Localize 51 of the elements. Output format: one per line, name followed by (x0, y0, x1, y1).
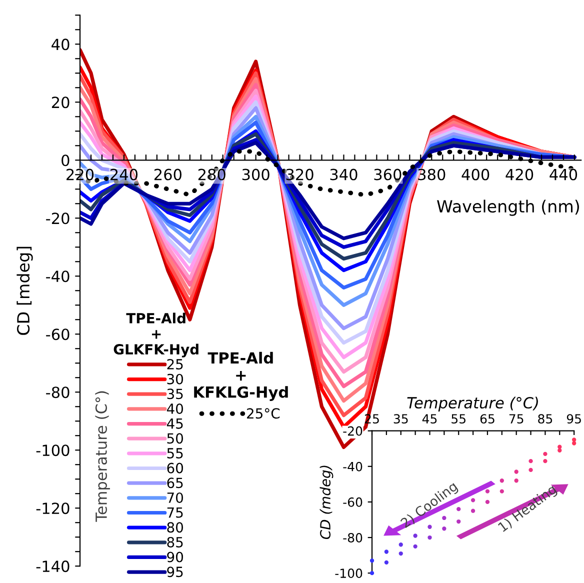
x-tick-label: 45 (422, 414, 437, 424)
y-tick-label: -60 (343, 497, 362, 507)
y-tick-label: -100 (36, 444, 70, 456)
x-tick-label: 85 (538, 414, 552, 424)
legend-label: 25 (167, 358, 183, 370)
x-tick-label: 95 (566, 414, 581, 424)
x-tick-label: 320 (286, 168, 314, 180)
y-tick-label: 20 (52, 96, 70, 108)
y-tick-label: 0 (62, 154, 70, 166)
legend-label: 50 (167, 433, 183, 444)
x-tick-label: 400 (462, 168, 490, 180)
x-tick-label: 440 (550, 168, 578, 180)
legend-label: 25°C (247, 408, 280, 419)
y-tick-label: -40 (46, 270, 70, 282)
x-tick-label: 340 (330, 168, 358, 180)
y-tick-label: -20 (343, 426, 362, 436)
x-tick-label: 380 (418, 168, 446, 180)
legend-label: 85 (167, 536, 183, 548)
y-tick-label: -80 (343, 533, 362, 542)
y-tick-label: -20 (46, 212, 70, 224)
y-tick-label: -40 (343, 462, 362, 472)
legend-label: 70 (167, 492, 183, 503)
y-tick-label: -80 (46, 386, 70, 398)
y-tick-label: -120 (36, 502, 70, 514)
y-tick-label: -60 (46, 328, 70, 340)
x-tick-label: 360 (374, 168, 402, 180)
x-tick-label: 65 (480, 414, 494, 424)
x-tick-label: 420 (506, 168, 534, 180)
legend-label: 90 (167, 552, 183, 562)
legend-label: 40 (166, 403, 183, 414)
legend-label: 95 (167, 566, 183, 578)
x-tick-label: 260 (154, 168, 182, 180)
legend-label: 60 (167, 462, 183, 474)
x-tick-label: 35 (394, 414, 408, 424)
legend-label: 75 (167, 507, 183, 518)
y-tick-label: -100 (335, 568, 362, 578)
y-tick-label: 40 (52, 38, 70, 50)
x-axis-title: Wavelength (nm) (436, 200, 579, 216)
legend-label: 30 (167, 374, 183, 384)
legend-label: 80 (167, 522, 183, 533)
y-tick-label: -140 (36, 560, 70, 572)
x-tick-label: 55 (452, 414, 466, 424)
y-axis-title: CD [mdeg] (16, 246, 33, 335)
x-tick-label: 300 (242, 168, 270, 180)
x-axis-title: Temperature (°C) (407, 396, 538, 412)
legend-label: 35 (167, 388, 183, 400)
annotation: Temperature (C°) (95, 391, 110, 522)
legend-label: 65 (167, 478, 183, 488)
legend-label: 55 (167, 448, 183, 458)
x-tick-label: 75 (509, 414, 524, 424)
y-axis-title: CD (mdeg) (320, 466, 334, 540)
